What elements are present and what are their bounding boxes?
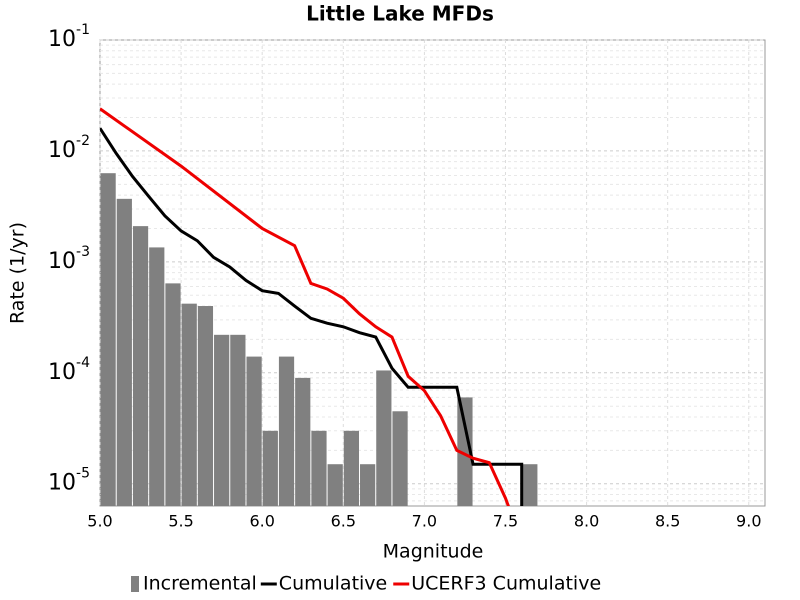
bar — [132, 226, 149, 506]
tick-exponent: -2 — [76, 133, 90, 149]
bar — [360, 464, 376, 506]
marks — [100, 107, 538, 506]
x-tick-label: 5.0 — [87, 512, 112, 531]
x-tick-label: 8.0 — [574, 512, 599, 531]
y-tick-label: 10-3 — [48, 244, 90, 274]
tick-base: 10 — [48, 360, 76, 385]
bar — [457, 397, 473, 506]
x-tick-label: 6.5 — [331, 512, 356, 531]
x-tick-label: 5.5 — [168, 512, 193, 531]
x-tick-label: 7.0 — [412, 512, 437, 531]
legend-label: Cumulative — [279, 573, 387, 595]
bar — [230, 334, 246, 506]
x-tick-label: 8.5 — [655, 512, 680, 531]
legend-label: Incremental — [143, 573, 257, 595]
tick-exponent: -4 — [76, 355, 90, 371]
chart-title: Little Lake MFDs — [306, 2, 494, 26]
bar — [149, 247, 165, 506]
y-tick-label: 10-5 — [48, 466, 90, 496]
x-tick-label: 9.0 — [736, 512, 761, 531]
y-tick-label: 10-4 — [48, 355, 90, 385]
x-axis-label: Magnitude — [383, 541, 484, 563]
bar — [522, 464, 538, 506]
tick-exponent: -5 — [76, 466, 90, 482]
line — [100, 127, 524, 506]
bar — [100, 173, 116, 506]
bar — [214, 334, 230, 506]
legend-swatch — [131, 576, 139, 592]
bar — [197, 306, 214, 506]
tick-base: 10 — [48, 138, 76, 163]
tick-exponent: -3 — [76, 244, 90, 260]
bar — [392, 411, 408, 506]
bar — [278, 356, 295, 506]
bar — [343, 430, 360, 506]
bar — [376, 370, 392, 506]
x-tick-label: 7.5 — [493, 512, 518, 531]
legend: Incremental Cumulative UCERF3 Cumulative — [131, 573, 601, 595]
tick-exponent: -1 — [76, 22, 90, 38]
bar — [262, 430, 278, 506]
bar — [246, 356, 262, 506]
line — [100, 107, 510, 506]
y-tick-label: 10-1 — [48, 22, 90, 52]
bar — [116, 198, 132, 506]
tick-base: 10 — [48, 27, 76, 52]
tick-base: 10 — [48, 249, 76, 274]
bar — [327, 464, 343, 506]
x-tick-label: 6.0 — [249, 512, 274, 531]
bar — [181, 303, 197, 506]
bar — [311, 430, 327, 506]
y-tick-label: 10-2 — [48, 133, 90, 163]
axes: 5.0 5.5 6.0 6.5 7.0 7.5 8.0 8.5 9.010-110-210-31… — [48, 22, 761, 531]
tick-base: 10 — [48, 471, 76, 496]
y-axis-label: Rate (1/yr) — [7, 222, 29, 324]
bar — [165, 283, 181, 506]
bar — [295, 377, 311, 506]
legend-label: UCERF3 Cumulative — [411, 573, 601, 595]
